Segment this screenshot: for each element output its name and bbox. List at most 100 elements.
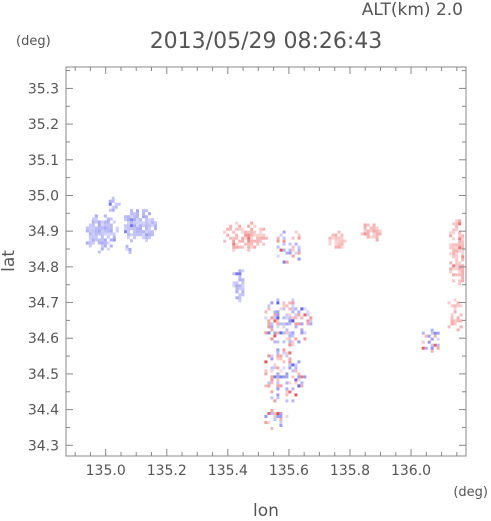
data-cell (369, 226, 373, 230)
data-cell (372, 235, 376, 239)
data-cell (279, 412, 283, 415)
data-cell (421, 346, 425, 350)
data-cell (247, 236, 251, 240)
data-cell (267, 421, 271, 424)
data-cell (124, 215, 127, 219)
data-cell (259, 233, 263, 237)
data-cell (461, 270, 465, 274)
data-cell (91, 220, 95, 224)
data-cell (264, 360, 268, 364)
data-cell (459, 304, 463, 308)
data-cell (232, 284, 236, 288)
data-cell (270, 366, 274, 370)
data-cell (270, 409, 274, 412)
data-cell (142, 215, 145, 219)
data-cell (303, 307, 307, 311)
data-cell (241, 284, 245, 288)
data-cell (111, 205, 115, 209)
data-cell (127, 215, 130, 219)
data-cell (455, 258, 459, 262)
data-cell (247, 224, 251, 228)
data-cell (449, 246, 453, 250)
data-cell (151, 224, 154, 228)
data-cell (88, 235, 92, 239)
data-cell (133, 233, 136, 237)
data-cell (461, 249, 465, 253)
data-cell (276, 412, 280, 415)
data-cell (103, 223, 107, 227)
data-cell (291, 254, 295, 258)
data-cell (136, 230, 139, 234)
data-cell (288, 360, 292, 364)
data-cell (461, 252, 465, 256)
data-cell (270, 322, 274, 326)
data-cell (372, 229, 376, 233)
data-cell (455, 264, 459, 268)
data-cell (331, 236, 335, 240)
data-cell (461, 246, 465, 250)
data-cell (127, 227, 130, 231)
data-cell (276, 319, 280, 323)
data-cell (300, 322, 304, 326)
y-tick-label: 35.3 (28, 81, 59, 97)
data-cell (250, 236, 254, 240)
data-cell (276, 393, 280, 397)
data-cell (282, 248, 286, 252)
data-cell (436, 346, 440, 350)
data-cell (111, 199, 115, 203)
data-cell (449, 234, 453, 238)
data-cell (112, 235, 116, 239)
data-cell (117, 202, 121, 206)
data-cell (267, 307, 271, 311)
data-cell (145, 236, 148, 240)
data-cell (124, 224, 127, 228)
data-cell (291, 245, 295, 249)
data-cell (276, 348, 280, 352)
data-cell (297, 245, 301, 249)
data-cell (270, 427, 274, 430)
data-cell (267, 322, 271, 326)
data-cell (241, 287, 245, 291)
data-cell (130, 221, 133, 225)
data-cell (375, 238, 379, 242)
data-cell (282, 236, 286, 240)
data-cell (223, 230, 227, 234)
data-cell (256, 239, 260, 243)
data-cell (235, 233, 239, 237)
data-cell (279, 354, 283, 358)
data-cell (449, 243, 453, 247)
data-cell (456, 304, 460, 308)
data-cell (309, 316, 313, 320)
data-cell (430, 343, 434, 347)
data-cell (108, 202, 112, 206)
data-cell (235, 272, 239, 276)
data-cell (433, 334, 437, 338)
data-cell (303, 331, 307, 335)
data-cell (427, 340, 431, 344)
data-cell (241, 236, 245, 240)
data-cell (103, 214, 107, 218)
data-cell (235, 236, 239, 240)
data-cell (450, 313, 454, 317)
data-cell (276, 354, 280, 358)
data-cell (264, 421, 268, 424)
data-cell (294, 381, 298, 385)
data-cell (300, 375, 304, 379)
data-cell (369, 229, 373, 233)
data-cell (124, 230, 127, 234)
data-cell (267, 319, 271, 323)
data-cell (100, 247, 104, 251)
data-cell (88, 238, 92, 242)
data-cell (106, 229, 110, 233)
data-cell (285, 387, 289, 391)
data-cell (300, 384, 304, 388)
data-cell (297, 313, 301, 317)
data-cell (291, 363, 295, 367)
data-cell (455, 228, 459, 232)
data-cell (244, 236, 248, 240)
data-cell (337, 245, 341, 249)
data-cell (291, 236, 295, 240)
data-cell (334, 245, 338, 249)
data-cell (130, 209, 133, 213)
